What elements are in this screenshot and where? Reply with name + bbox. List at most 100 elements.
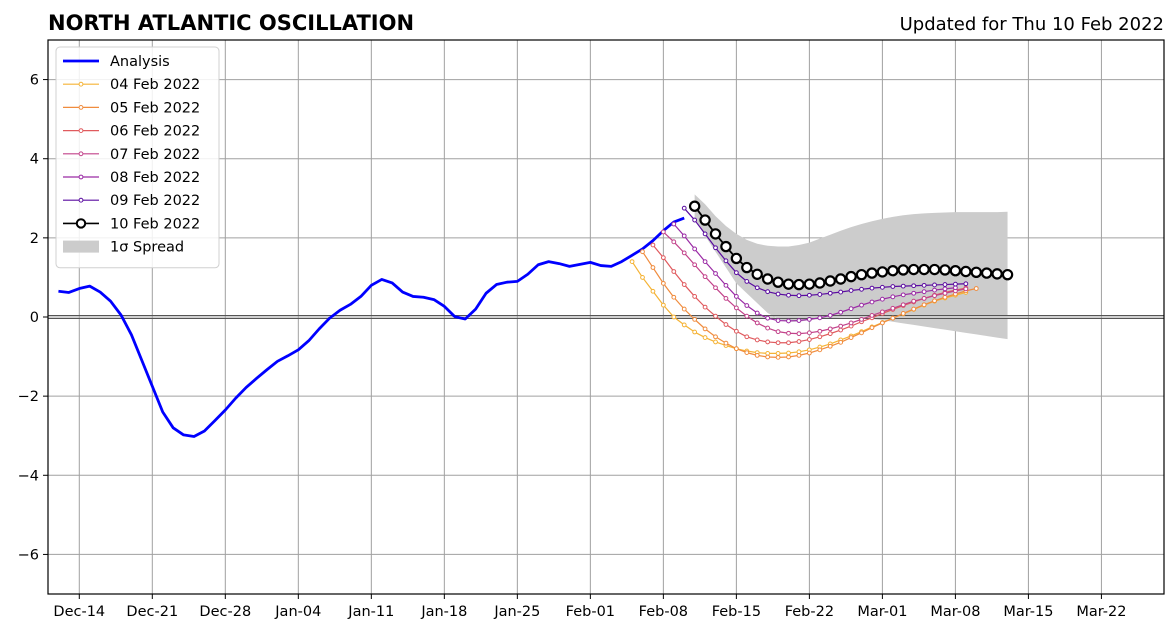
data-point bbox=[723, 258, 729, 264]
data-point bbox=[650, 242, 656, 248]
data-point bbox=[942, 290, 948, 296]
data-point bbox=[723, 340, 729, 346]
data-point bbox=[806, 337, 812, 342]
data-point bbox=[765, 289, 771, 295]
data-point bbox=[814, 277, 826, 289]
data-point bbox=[890, 305, 896, 311]
data-point bbox=[859, 316, 864, 322]
data-point bbox=[1001, 268, 1014, 281]
data-point bbox=[963, 286, 969, 292]
data-point bbox=[796, 352, 802, 358]
data-point bbox=[796, 331, 802, 337]
data-point bbox=[918, 263, 930, 276]
data-point bbox=[713, 285, 718, 291]
data-point bbox=[702, 231, 708, 237]
legend: Analysis 04 Feb 2022 05 Feb 2022 06 Feb 202… bbox=[55, 46, 220, 269]
data-point bbox=[921, 289, 927, 295]
legend-entry: 09 Feb 2022 bbox=[63, 193, 200, 209]
data-point bbox=[817, 334, 823, 340]
data-point bbox=[713, 334, 718, 340]
data-point bbox=[879, 309, 885, 315]
x-tick-label: Mar-22 bbox=[1076, 604, 1126, 620]
data-point bbox=[681, 282, 687, 287]
data-point bbox=[761, 273, 774, 285]
legend-entry: 07 Feb 2022 bbox=[63, 147, 200, 163]
series-10-feb-2022 bbox=[688, 200, 1014, 291]
legend-label: 10 Feb 2022 bbox=[110, 216, 200, 232]
data-point bbox=[793, 278, 805, 291]
data-point bbox=[838, 327, 844, 333]
series-08-feb-2022 bbox=[671, 221, 958, 324]
data-point bbox=[963, 281, 969, 287]
data-point bbox=[869, 285, 875, 291]
data-point bbox=[702, 304, 708, 310]
data-point bbox=[775, 329, 781, 335]
data-point bbox=[848, 335, 854, 340]
data-point bbox=[640, 249, 645, 255]
data-point bbox=[629, 259, 635, 265]
data-point bbox=[660, 280, 666, 286]
plot-area bbox=[48, 194, 1164, 438]
data-point bbox=[806, 316, 812, 322]
data-point bbox=[713, 245, 718, 251]
y-tick-label: −2 bbox=[18, 389, 39, 405]
data-point bbox=[932, 282, 937, 288]
data-point bbox=[713, 271, 718, 276]
series-line bbox=[673, 223, 956, 322]
data-point bbox=[911, 283, 917, 289]
data-point bbox=[692, 294, 698, 299]
data-point bbox=[803, 278, 816, 290]
legend-entry: 08 Feb 2022 bbox=[63, 170, 200, 186]
legend-entry: 10 Feb 2022 bbox=[63, 216, 200, 232]
data-point bbox=[782, 278, 795, 290]
data-point bbox=[827, 313, 833, 318]
data-point bbox=[775, 318, 781, 323]
data-point bbox=[973, 286, 979, 291]
legend-marker bbox=[78, 197, 84, 203]
data-point bbox=[671, 269, 677, 274]
data-point bbox=[848, 288, 854, 293]
data-point bbox=[900, 292, 906, 298]
y-tick-label: 0 bbox=[30, 310, 39, 326]
data-point bbox=[866, 267, 878, 279]
data-point bbox=[681, 250, 687, 256]
data-point bbox=[775, 351, 781, 356]
legend-label: 05 Feb 2022 bbox=[110, 100, 200, 116]
data-point bbox=[970, 266, 982, 278]
data-point bbox=[692, 217, 698, 223]
series-line bbox=[683, 207, 966, 297]
data-point bbox=[953, 281, 958, 287]
data-point bbox=[692, 246, 698, 252]
data-point bbox=[838, 339, 844, 345]
x-tick-label: Mar-15 bbox=[1003, 604, 1053, 620]
data-point bbox=[859, 330, 864, 336]
x-tick-label: Dec-21 bbox=[126, 604, 178, 620]
data-point bbox=[879, 320, 885, 326]
data-point bbox=[859, 286, 864, 292]
data-point bbox=[775, 291, 781, 297]
data-point bbox=[876, 266, 889, 278]
data-point bbox=[754, 285, 760, 291]
data-point bbox=[932, 298, 937, 304]
data-point bbox=[838, 309, 844, 315]
data-point bbox=[640, 275, 645, 280]
data-point bbox=[869, 325, 875, 331]
series-05-feb-2022 bbox=[640, 249, 979, 360]
data-point bbox=[733, 305, 739, 311]
data-point bbox=[692, 329, 698, 335]
data-point bbox=[723, 322, 729, 327]
data-point bbox=[702, 274, 708, 280]
data-point bbox=[942, 294, 948, 300]
data-point bbox=[786, 350, 791, 356]
legend-label: Analysis bbox=[110, 54, 170, 70]
x-tick-label: Jan-11 bbox=[347, 604, 394, 620]
data-point bbox=[699, 214, 711, 226]
data-point bbox=[911, 290, 917, 296]
y-tick-label: 2 bbox=[30, 231, 39, 247]
data-point bbox=[692, 316, 698, 322]
data-point bbox=[890, 315, 896, 321]
data-point bbox=[741, 261, 753, 274]
data-point bbox=[942, 286, 948, 292]
data-point bbox=[692, 262, 698, 268]
